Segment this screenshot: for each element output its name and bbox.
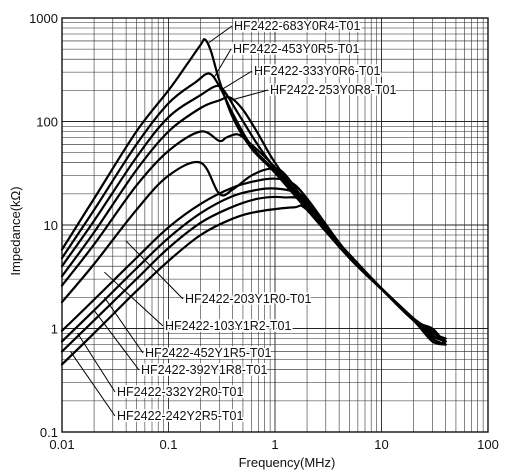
plot-frame [61, 17, 489, 433]
leader-line [103, 297, 144, 354]
y-axis-label: Impedance(kΩ) [8, 186, 23, 275]
series-label-9: HF2422-332Y2R0-T01 [117, 385, 244, 399]
leader-line [104, 271, 164, 327]
leader-line [77, 332, 116, 393]
leader-line [93, 309, 140, 371]
series-label-4: HF2422-253Y0R8-T01 [270, 83, 397, 97]
grid-layer [62, 18, 488, 432]
x-axis-label: Frequency(MHz) [239, 455, 336, 470]
x-tick-label: 0.01 [49, 437, 74, 452]
series-line-10 [60, 204, 447, 366]
series-label-8: HF2422-392Y1R8-T01 [141, 363, 268, 377]
x-tick-label: 1 [271, 437, 278, 452]
series-label-2: HF2422-453Y0R5-T01 [233, 42, 360, 56]
x-tick-label: 10 [374, 437, 388, 452]
series-label-10: HF2422-242Y2R5-T01 [117, 409, 244, 423]
series-line-5 [60, 130, 447, 346]
leader-line [222, 70, 253, 90]
y-tick-label: 100 [36, 115, 58, 130]
leader-line [230, 89, 269, 101]
series-layer [60, 38, 447, 366]
y-tick-label: 1 [51, 322, 58, 337]
series-label-5: HF2422-203Y1R0-T01 [185, 292, 312, 306]
leader-line [214, 48, 232, 78]
y-tick-label: 0.1 [40, 425, 58, 440]
y-tick-label: 1000 [29, 11, 58, 26]
x-tick-label: 0.1 [159, 437, 177, 452]
y-tick-label: 10 [44, 218, 58, 233]
series-label-6: HF2422-103Y1R2-T01 [165, 319, 292, 333]
leader-line [208, 25, 233, 43]
x-tick-label: 100 [477, 437, 499, 452]
series-label-3: HF2422-333Y0R6-T01 [254, 64, 381, 78]
leader-line [70, 351, 116, 417]
leader-line [125, 240, 184, 300]
series-label-7: HF2422-452Y1R5-T01 [145, 346, 272, 360]
series-label-1: HF2422-683Y0R4-T01 [234, 19, 361, 33]
leader-layer [70, 25, 269, 417]
series-label-layer: HF2422-683Y0R4-T01 HF2422-453Y0R5-T01 HF24… [115, 17, 398, 425]
